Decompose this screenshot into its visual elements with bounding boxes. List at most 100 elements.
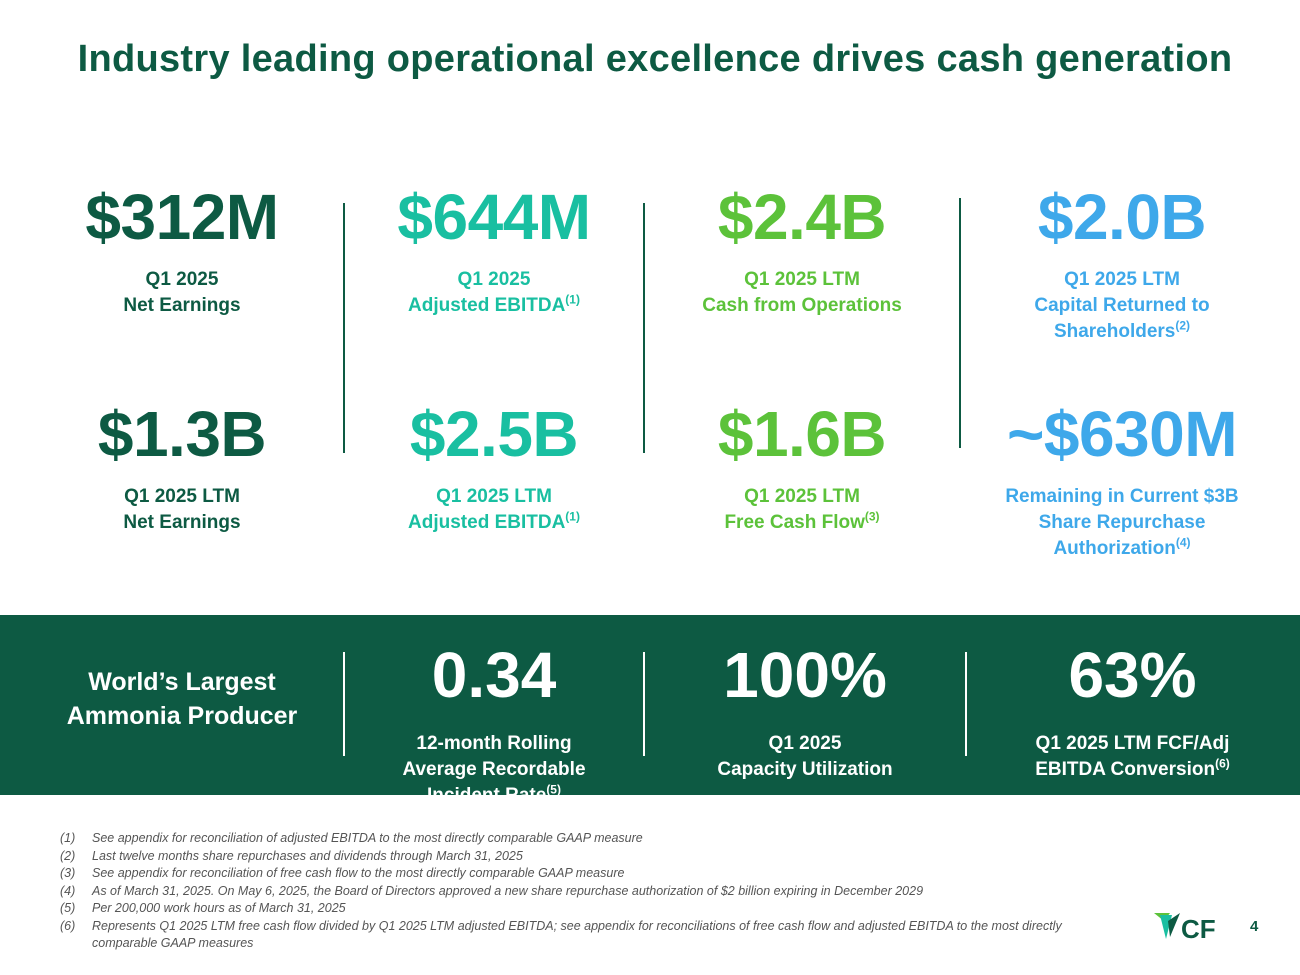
metric-value: $312M [85, 181, 279, 253]
metric-caption-line: Cash from Operations [702, 295, 902, 316]
footnote-ref: (4) [1175, 535, 1191, 550]
metric-q1-net-earnings: $312M Q1 2025 Net Earnings [40, 185, 324, 319]
footnote-number: (2) [60, 848, 76, 863]
metric-caption: Q1 2025 LTM Cash from Operations [655, 267, 949, 319]
metric-caption-line: Q1 2025 LTM [1064, 269, 1180, 290]
band-label-line: Ammonia Producer [66, 702, 298, 730]
footnote: (1) See appendix for reconciliation of ad… [60, 830, 1100, 848]
metric-caption: Q1 2025 LTM Free Cash Flow(3) [655, 484, 949, 536]
footnote-text: As of March 31, 2025. On May 6, 2025, th… [92, 883, 924, 898]
metric-caption: Q1 2025 LTM Capital Returned to Sharehol… [970, 267, 1274, 345]
page-number: 4 [1250, 918, 1259, 935]
metric-caption: Q1 2025 LTM Net Earnings [40, 484, 324, 536]
footnote: (5) Per 200,000 work hours as of March 31… [60, 900, 1100, 918]
metric-caption: Q1 2025 LTM FCF/Adj EBITDA Conversion(6) [975, 731, 1290, 783]
metric-caption-text: Adjusted EBITDA [408, 512, 566, 533]
footnote-number: (5) [60, 901, 76, 915]
band-divider [643, 652, 645, 756]
metric-caption-line: Average Recordable [402, 759, 586, 780]
metric-caption-line: Q1 2025 LTM [436, 486, 552, 507]
metric-value: $644M [397, 181, 591, 253]
column-divider [643, 203, 645, 453]
metric-caption-line: Free Cash Flow(3) [655, 510, 949, 536]
footnote-number: (1) [60, 831, 76, 845]
metric-ltm-adjusted-ebitda: $2.5B Q1 2025 LTM Adjusted EBITDA(1) [352, 402, 636, 536]
footnote-text: See appendix for reconciliation of free … [92, 866, 625, 880]
metric-caption: Q1 2025 LTM Adjusted EBITDA(1) [352, 484, 636, 536]
logo-wordmark: CF [1181, 914, 1216, 941]
metric-caption-text: EBITDA Conversion [1035, 759, 1216, 780]
metric-caption-line: Shareholders(2) [970, 319, 1274, 345]
metric-ltm-net-earnings: $1.3B Q1 2025 LTM Net Earnings [40, 402, 324, 536]
footnote-ref: (3) [864, 509, 880, 524]
footnote-number: (6) [60, 918, 76, 933]
metric-caption-line: EBITDA Conversion(6) [975, 757, 1290, 783]
metric-caption-line: Authorization(4) [970, 536, 1274, 562]
metric-caption-line: Q1 2025 [145, 269, 219, 290]
metric-caption-line: Remaining in Current $3B [1005, 486, 1239, 507]
metric-caption-text: Authorization [1053, 538, 1176, 559]
metric-q1-adjusted-ebitda: $644M Q1 2025 Adjusted EBITDA(1) [352, 185, 636, 319]
metric-ltm-capital-returned: $2.0B Q1 2025 LTM Capital Returned to Sh… [970, 185, 1274, 345]
band-divider [343, 652, 345, 756]
metric-caption-line: Q1 2025 [768, 733, 842, 754]
metric-caption-line: Net Earnings [123, 512, 241, 533]
metric-caption-line: Q1 2025 LTM [124, 486, 240, 507]
footnote: (2) Last twelve months share repurchases … [60, 848, 1100, 866]
metric-caption-text: Free Cash Flow [724, 512, 865, 533]
metric-fcf-conversion: 63% Q1 2025 LTM FCF/Adj EBITDA Conversio… [975, 643, 1290, 783]
footnote: (6) Represents Q1 2025 LTM free cash flow… [60, 918, 1100, 953]
metric-caption-text: Shareholders [1053, 321, 1176, 342]
metric-caption-line: Adjusted EBITDA(1) [352, 293, 636, 319]
metric-value: $2.5B [409, 398, 579, 470]
metric-value: 0.34 [431, 639, 557, 711]
metric-caption-line: Incident Rate(5) [352, 783, 636, 809]
metric-value: $1.6B [717, 398, 887, 470]
footnote-text: Represents Q1 2025 LTM free cash flow di… [92, 918, 1062, 951]
metric-caption-line: Share Repurchase [1038, 512, 1206, 533]
footnote: (4) As of March 31, 2025. On May 6, 2025,… [60, 883, 1100, 901]
metric-incident-rate: 0.34 12-month Rolling Average Recordable… [352, 643, 636, 809]
metric-caption: Remaining in Current $3B Share Repurchas… [970, 484, 1274, 562]
metric-value: $1.3B [97, 398, 267, 470]
metric-caption-line: Q1 2025 LTM FCF/Adj [1035, 733, 1230, 754]
metric-capacity-utilization: 100% Q1 2025 Capacity Utilization [655, 643, 955, 783]
metric-remaining-repurchase: ~$630M Remaining in Current $3B Share Re… [970, 402, 1274, 562]
metric-caption: 12-month Rolling Average Recordable Inci… [352, 731, 636, 809]
metric-caption-line: Net Earnings [123, 295, 241, 316]
footnote: (3) See appendix for reconciliation of fr… [60, 865, 1100, 883]
metric-caption-line: Adjusted EBITDA(1) [352, 510, 636, 536]
footnote-text: See appendix for reconciliation of adjus… [92, 831, 643, 845]
metric-caption: Q1 2025 Capacity Utilization [655, 731, 955, 783]
band-divider [965, 652, 967, 756]
metric-value: ~$630M [1006, 398, 1238, 470]
page-title: Industry leading operational excellence … [77, 38, 1233, 80]
footnote-number: (3) [60, 866, 76, 880]
metric-caption-text: Incident Rate [427, 785, 547, 806]
footnote-ref: (1) [565, 292, 580, 307]
column-divider [959, 198, 961, 448]
metric-ltm-free-cash-flow: $1.6B Q1 2025 LTM Free Cash Flow(3) [655, 402, 949, 536]
footnote-text: Per 200,000 work hours as of March 31, 2… [92, 901, 346, 915]
metric-value: $2.4B [717, 181, 887, 253]
metric-caption: Q1 2025 Net Earnings [40, 267, 324, 319]
metric-caption-line: Q1 2025 LTM [744, 486, 860, 507]
metric-caption-line: Capacity Utilization [717, 759, 893, 780]
footnote-text: Last twelve months share repurchases and… [92, 848, 523, 863]
metric-caption-text: Adjusted EBITDA [408, 295, 566, 316]
band-label: World’s Largest Ammonia Producer [40, 665, 324, 733]
metric-value: 63% [1068, 639, 1197, 711]
metric-caption-line: 12-month Rolling [416, 733, 572, 754]
logo-leaf-mark [1168, 913, 1180, 937]
metric-caption-line: Capital Returned to [1034, 295, 1210, 316]
metric-caption: Q1 2025 Adjusted EBITDA(1) [352, 267, 636, 319]
column-divider [343, 203, 345, 453]
metric-ltm-cash-from-operations: $2.4B Q1 2025 LTM Cash from Operations [655, 185, 949, 319]
footnote-ref: (1) [565, 509, 580, 524]
footnote-ref: (6) [1215, 756, 1230, 771]
footnote-ref: (2) [1175, 318, 1191, 333]
footnote-number: (4) [60, 883, 76, 898]
cf-logo: CF [1154, 913, 1216, 941]
metric-caption-line: Q1 2025 [457, 269, 531, 290]
metric-value: 100% [723, 639, 887, 711]
